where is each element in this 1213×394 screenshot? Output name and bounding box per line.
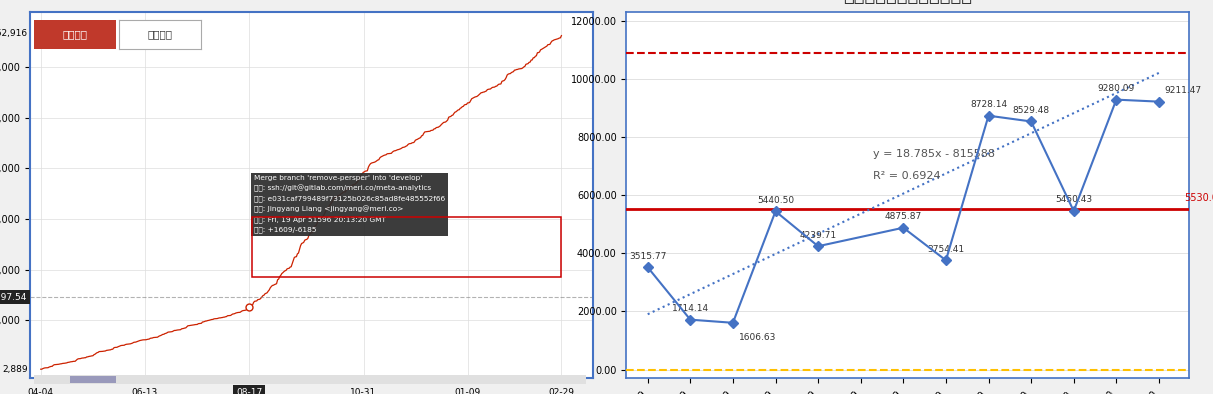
Text: R² = 0.6924: R² = 0.6924 [873,171,941,181]
Text: 1714.14: 1714.14 [672,304,708,313]
Text: 4239.71: 4239.71 [799,230,837,240]
Text: 每日当量: 每日当量 [148,30,172,39]
Text: 5440.50: 5440.50 [757,195,795,204]
Text: 累积当量: 累积当量 [63,30,87,39]
Text: 9211.47: 9211.47 [1164,86,1201,95]
Text: 9280.09: 9280.09 [1098,84,1135,93]
Text: 3515.77: 3515.77 [630,252,666,260]
Text: 2,889: 2,889 [2,365,28,374]
Text: y = 18.785x - 815588: y = 18.785x - 815588 [873,149,996,159]
Text: 5450.43: 5450.43 [1055,195,1092,204]
Text: 145,597.54: 145,597.54 [0,293,28,301]
Text: 8529.48: 8529.48 [1013,106,1049,115]
Text: Merge branch 'remove-persper' into 'develop'
仓库: ssh://git@gitlab.com/meri.co/me: Merge branch 'remove-persper' into 'deve… [255,175,445,233]
Title: 人月生产率均值分析控制图: 人月生产率均值分析控制图 [843,0,972,5]
Text: 3754.41: 3754.41 [928,245,964,254]
Text: 662,916: 662,916 [0,28,28,37]
Text: 1606.63: 1606.63 [739,333,776,342]
Text: 4875.87: 4875.87 [884,212,922,221]
Text: 8728.14: 8728.14 [970,100,1007,109]
Text: 5530.05: 5530.05 [1184,193,1213,203]
